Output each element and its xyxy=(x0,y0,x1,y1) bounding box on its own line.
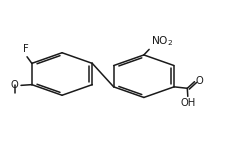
Text: O: O xyxy=(196,75,204,86)
Text: OH: OH xyxy=(180,98,195,108)
Text: NO$_2$: NO$_2$ xyxy=(151,34,173,48)
Text: F: F xyxy=(23,44,29,54)
Text: O: O xyxy=(10,80,18,90)
